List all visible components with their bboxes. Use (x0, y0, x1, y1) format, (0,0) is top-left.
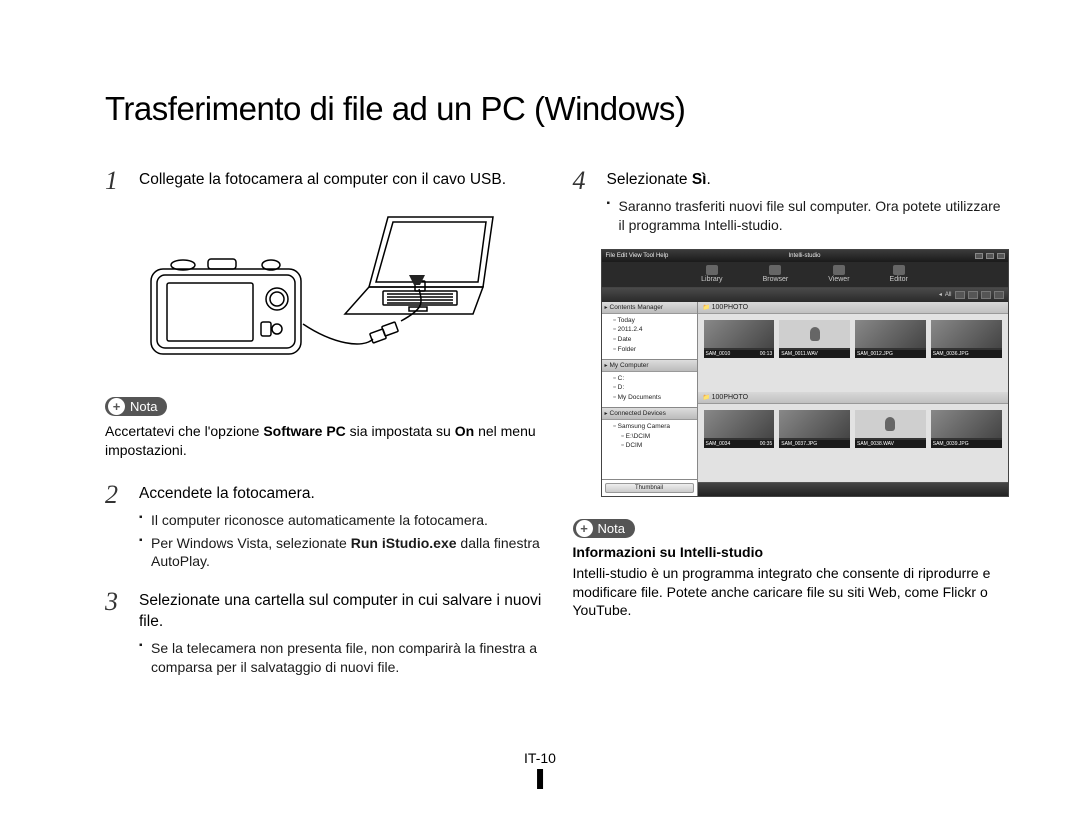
bullet: Se la telecamera non presenta file, non … (139, 639, 543, 677)
note-badge: + Nota (573, 519, 635, 538)
note-heading: Informazioni su Intelli-studio (573, 544, 1011, 560)
plus-icon: + (108, 398, 125, 415)
page-number: IT-10 (524, 750, 556, 789)
app-sidebar: Contents Manager Today 2011.2.4 Date Fol… (602, 302, 698, 496)
note-text: Intelli-studio è un programma integrato … (573, 564, 1011, 621)
intelli-studio-screenshot: File Edit View Tool Help Intelli-studio … (601, 249, 1009, 497)
page-title: Trasferimento di file ad un PC (Windows) (105, 90, 1010, 128)
app-toolbar: ◂All (602, 288, 1008, 302)
thumbnail: SAM_0039.JPG (931, 410, 1002, 448)
step-2: 2 Accendete la fotocamera. Il computer r… (105, 482, 543, 576)
sidebar-section-header: Connected Devices (602, 408, 697, 420)
step-text: Selezionate Sì. (607, 170, 1011, 191)
app-main: 100PHOTO SAM_001000:13 SAM_0011.WAV SAM_… (698, 302, 1008, 496)
left-column: 1 Collegate la fotocamera al computer co… (105, 168, 543, 691)
plus-icon: + (576, 520, 593, 537)
step-number: 2 (105, 482, 127, 576)
app-title: Intelli-studio (788, 253, 820, 259)
window-buttons (975, 253, 1005, 259)
bullet: Il computer riconosce automaticamente la… (139, 511, 543, 530)
thumbnail: SAM_0012.JPG (855, 320, 926, 358)
sidebar-button: Thumbnail (605, 483, 694, 493)
gallery-header: 100PHOTO (698, 302, 1008, 314)
thumbnail: SAM_003400:35 (704, 410, 775, 448)
thumbnail: SAM_0038.WAV (855, 410, 926, 448)
gallery-header: 100PHOTO (698, 392, 1008, 404)
app-nav: Library Browser Viewer Editor (602, 262, 1008, 288)
right-column: 4 Selezionate Sì. Saranno trasferiti nuo… (573, 168, 1011, 691)
step-text: Selezionate una cartella sul computer in… (139, 591, 543, 633)
bullet: Per Windows Vista, selezionate Run iStud… (139, 534, 543, 572)
bullet: Saranno trasferiti nuovi file sul comput… (607, 197, 1011, 235)
app-menu: File Edit View Tool Help (606, 253, 669, 259)
note-text: Accertatevi che l'opzione Software PC si… (105, 422, 543, 460)
step-number: 3 (105, 589, 127, 681)
note-1: + Nota Accertatevi che l'opzione Softwar… (105, 397, 543, 460)
camera-laptop-illustration (123, 209, 543, 379)
thumbnail: SAM_0036.JPG (931, 320, 1002, 358)
thumbnail: SAM_0011.WAV (779, 320, 850, 358)
step-3: 3 Selezionate una cartella sul computer … (105, 589, 543, 681)
step-text: Accendete la fotocamera. (139, 484, 543, 505)
app-titlebar: File Edit View Tool Help Intelli-studio (602, 250, 1008, 262)
app-statusbar (698, 482, 1008, 496)
note-2: + Nota Informazioni su Intelli-studio In… (573, 519, 1011, 621)
note-label: Nota (130, 399, 157, 414)
sidebar-section-header: Contents Manager (602, 302, 697, 314)
step-4: 4 Selezionate Sì. Saranno trasferiti nuo… (573, 168, 1011, 239)
thumbnail: SAM_001000:13 (704, 320, 775, 358)
note-badge: + Nota (105, 397, 167, 416)
step-number: 4 (573, 168, 595, 239)
step-number: 1 (105, 168, 127, 197)
sidebar-section-header: My Computer (602, 360, 697, 372)
note-label: Nota (598, 521, 625, 536)
step-1: 1 Collegate la fotocamera al computer co… (105, 168, 543, 197)
thumbnail: SAM_0037.JPG (779, 410, 850, 448)
step-text: Collegate la fotocamera al computer con … (139, 170, 543, 191)
